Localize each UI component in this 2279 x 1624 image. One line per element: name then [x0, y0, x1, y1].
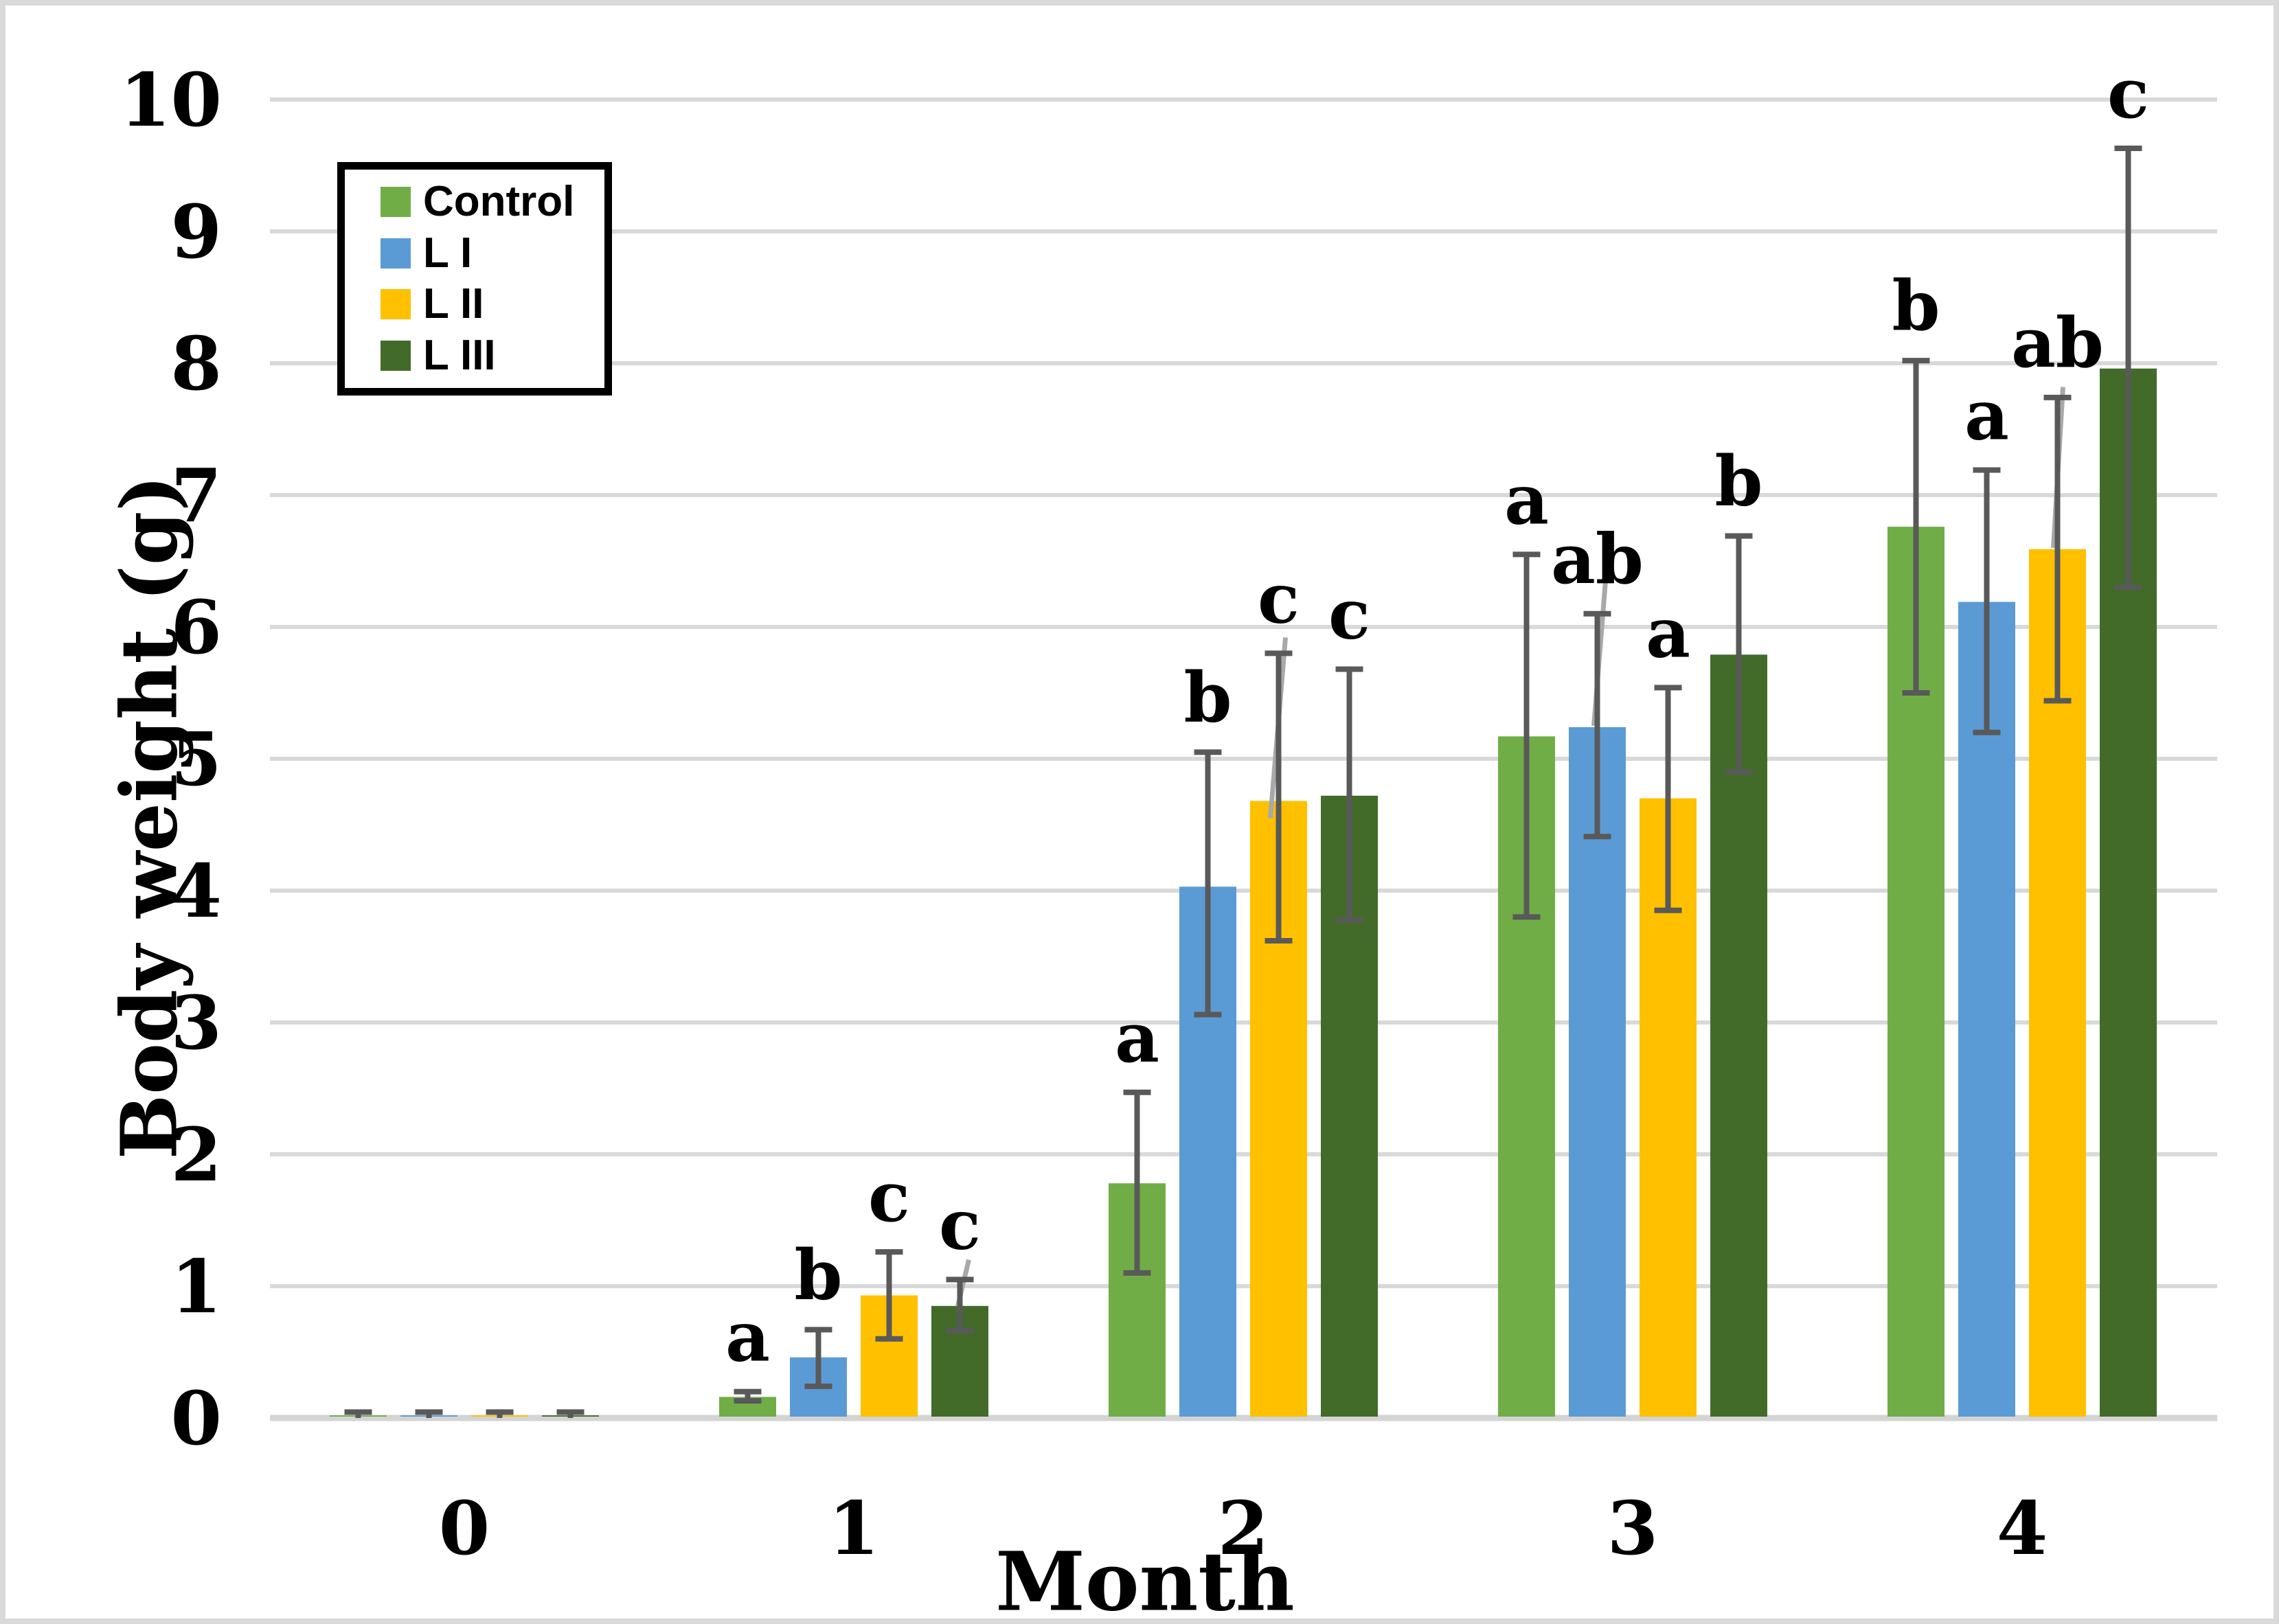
legend-swatch-icon — [381, 289, 411, 320]
x-tick-label: 4 — [1997, 1486, 2048, 1572]
legend-swatch-icon — [381, 187, 411, 218]
significance-letter: a — [1964, 375, 2009, 456]
y-tick-label: 1 — [171, 1244, 222, 1330]
legend-item-control: Control — [381, 181, 598, 223]
significance-letter: a — [1115, 997, 1159, 1078]
bar-l-i — [1569, 727, 1626, 1417]
significance-letter: c — [868, 1156, 910, 1237]
y-tick-label: 6 — [171, 585, 222, 671]
y-tick-label: 4 — [171, 849, 222, 935]
legend-item-l-i: L I — [381, 229, 598, 277]
significance-letter: c — [2107, 53, 2149, 134]
x-tick-label: 1 — [828, 1486, 879, 1572]
significance-letter: c — [939, 1184, 981, 1265]
bar-l-i — [1958, 602, 2015, 1417]
significance-letter: b — [1184, 656, 1232, 737]
significance-letter: ab — [1551, 518, 1644, 599]
y-tick-label: 10 — [120, 58, 222, 144]
significance-letter: b — [795, 1234, 843, 1315]
significance-letter: c — [1258, 558, 1300, 639]
legend-swatch-icon — [381, 238, 411, 268]
y-tick-label: 0 — [171, 1376, 222, 1462]
y-tick-label: 7 — [171, 453, 222, 539]
significance-letter: a — [725, 1296, 770, 1377]
legend-label: Control — [423, 178, 575, 226]
bar-l-iii — [1710, 654, 1767, 1417]
significance-letter: b — [1892, 265, 1940, 346]
x-tick-label: 0 — [439, 1486, 490, 1572]
legend-label: L II — [423, 280, 484, 328]
y-axis-title: Body weight (g) — [104, 474, 195, 1160]
significance-letter: a — [1646, 592, 1690, 673]
legend-item-l-ii: L II — [381, 283, 598, 325]
significance-letter: ab — [2011, 302, 2104, 383]
legend-swatch-icon — [381, 340, 411, 371]
significance-letter: b — [1715, 441, 1763, 522]
legend-label: L I — [423, 229, 473, 277]
x-tick-label: 2 — [1218, 1486, 1269, 1572]
y-tick-label: 5 — [171, 717, 222, 803]
significance-letter: a — [1504, 459, 1549, 540]
legend-item-l-iii: L III — [381, 334, 598, 377]
legend-label: L III — [423, 331, 496, 379]
y-tick-label: 3 — [171, 981, 222, 1066]
y-tick-label: 9 — [171, 190, 222, 275]
y-tick-label: 2 — [171, 1112, 222, 1198]
significance-letter: c — [1328, 573, 1370, 654]
x-axis-title: Month — [995, 1533, 1295, 1624]
x-tick-label: 3 — [1607, 1486, 1658, 1572]
y-tick-label: 8 — [171, 321, 222, 407]
